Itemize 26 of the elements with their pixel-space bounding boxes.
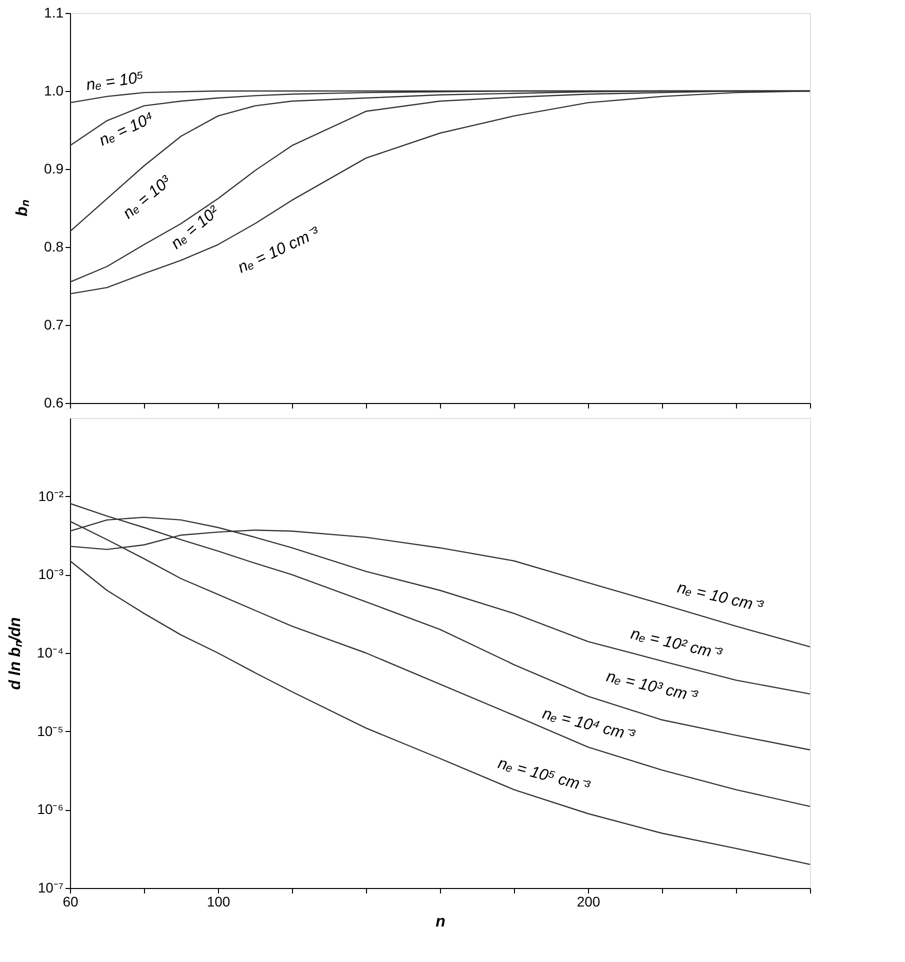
- y-tick-label: 0.9: [44, 160, 64, 176]
- y-tick-label: 10⁻⁶: [37, 801, 64, 818]
- y-axis-title: d ln bₙ/dn: [6, 616, 24, 690]
- x-tick-label: 60: [62, 894, 78, 910]
- x-axis-title: n: [436, 914, 446, 930]
- x-tick-label: 100: [206, 894, 230, 910]
- text: nₑ = 10⁴: [96, 110, 157, 150]
- y-tick-label: 1.1: [44, 4, 64, 20]
- y-tick-label: 10⁻⁵: [37, 722, 64, 739]
- y-tick-label: 0.7: [44, 316, 64, 332]
- y-tick-label: 0.8: [44, 238, 64, 254]
- text: nₑ = 10² cm⁻³: [629, 626, 724, 664]
- y-tick-label: 10⁻⁴: [36, 644, 64, 660]
- y-tick-label: 0.6: [44, 394, 64, 410]
- text: nₑ = 10³ cm⁻³: [604, 668, 700, 706]
- y-tick-label: 1.0: [44, 82, 64, 98]
- text: nₑ = 10⁵: [85, 69, 146, 94]
- text: nₑ = 10⁴ cm⁻³: [540, 705, 637, 745]
- y-tick-label: 10⁻⁷: [38, 880, 64, 896]
- text: nₑ = 10 cm⁻³: [676, 579, 766, 616]
- text: nₑ = 10 cm⁻³: [236, 224, 322, 277]
- y-axis-title: bₙ: [14, 200, 32, 216]
- text: nₑ = 10⁵ cm⁻³: [496, 755, 592, 796]
- y-tick-label: 10⁻³: [38, 566, 64, 582]
- x-tick-label: 200: [576, 894, 600, 910]
- y-tick-label: 10⁻²: [38, 488, 64, 504]
